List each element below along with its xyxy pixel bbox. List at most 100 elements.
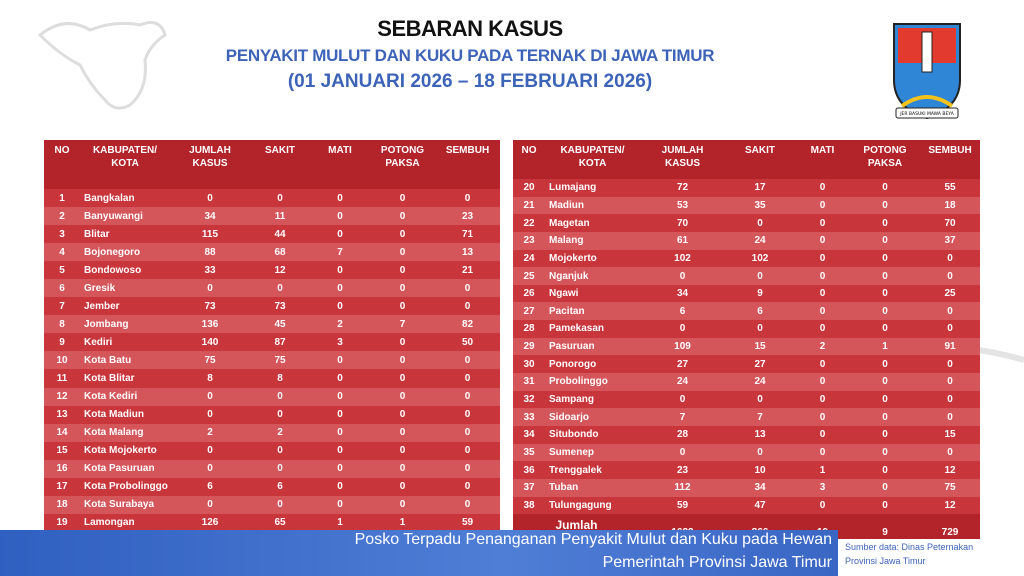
sick-cell: 35: [754, 199, 766, 211]
recovered-cell: 0: [464, 499, 471, 511]
culled-cell: 1: [399, 517, 406, 529]
recovered-cell: 0: [464, 427, 471, 439]
no-cell: 32: [523, 394, 535, 405]
sick-cell: 0: [277, 463, 283, 475]
table-row: 13 Kota Madiun 0 0 0 0 0: [44, 405, 500, 424]
header-cell: KABUPATEN/ KOTA: [92, 145, 158, 169]
region-cell: Pasuruan: [549, 341, 595, 353]
period: (01 JANUARI 2026 – 18 FEBRUARI 2026): [287, 71, 653, 92]
region-cell: Situbondo: [549, 429, 599, 441]
culled-cell: 0: [399, 463, 406, 475]
no-cell: 23: [523, 235, 535, 247]
table-row: 5 Bondowoso 33 12 0 0 21: [44, 261, 500, 280]
no-cell: 18: [56, 499, 68, 511]
no-cell: 28: [523, 323, 535, 335]
title: SEBARAN KASUS: [377, 16, 563, 41]
no-cell: 16: [56, 463, 68, 475]
cases-cell: 0: [207, 192, 213, 204]
cases-cell: 28: [676, 429, 689, 441]
sick-cell: 47: [754, 499, 766, 511]
total-cell: 729: [941, 527, 959, 539]
recovered-cell: 70: [944, 217, 956, 229]
region-cell: Jember: [84, 300, 120, 312]
cases-cell: 140: [201, 336, 219, 348]
no-cell: 25: [523, 270, 535, 282]
table-row: 34 Situbondo 28 13 0 0 15: [513, 425, 980, 444]
no-cell: 7: [59, 300, 65, 312]
cases-cell: 61: [676, 235, 689, 247]
cases-cell: 7: [679, 411, 686, 423]
cases-cell: 2: [207, 427, 213, 439]
table-row: 30 Ponorogo 27 27 0 0 0: [513, 355, 980, 374]
sick-cell: 11: [274, 210, 286, 222]
no-cell: 38: [523, 499, 535, 511]
cases-cell: 126: [201, 517, 219, 529]
recovered-cell: 50: [461, 336, 474, 348]
region-cell: Kota Pasuruan: [84, 463, 155, 475]
dead-cell: 0: [819, 270, 826, 282]
header-cell: SAKIT: [265, 145, 295, 156]
culled-cell: 0: [882, 446, 888, 458]
sick-cell: 34: [754, 482, 766, 494]
table-row: 20 Lumajang 72 17 0 0 55: [513, 179, 980, 197]
no-cell: 30: [523, 358, 535, 370]
table-row: 17 Kota Probolinggo 6 6 0 0 0: [44, 477, 500, 496]
header-cell: POTONG PAKSA: [863, 145, 907, 169]
sick-cell: 73: [274, 300, 286, 312]
table-row: 14 Kota Malang 2 2 0 0 0: [44, 423, 500, 442]
header-cell: POTONG PAKSA: [380, 145, 425, 169]
culled-cell: 0: [882, 288, 888, 300]
region-cell: Ngawi: [549, 288, 579, 300]
region-cell: Ponorogo: [549, 358, 597, 370]
dead-cell: 0: [819, 376, 826, 388]
sick-cell: 0: [277, 192, 283, 204]
cases-cell: 72: [676, 182, 689, 194]
dead-cell: 1: [337, 517, 343, 529]
sick-cell: 0: [277, 445, 283, 457]
cases-cell: 75: [204, 354, 216, 366]
region-cell: Malang: [549, 235, 584, 247]
table-row: 22 Magetan 70 0 0 0 70: [513, 214, 980, 232]
table-row: 26 Ngawi 34 9 0 0 25: [513, 284, 980, 303]
dead-cell: 0: [337, 427, 343, 439]
recovered-cell: 18: [944, 199, 956, 211]
cases-cell: 8: [207, 372, 213, 384]
table-row: 32 Sampang 0 0 0 0 0: [513, 390, 980, 409]
header-cell: NO: [521, 145, 537, 156]
region-cell: Kediri: [84, 336, 113, 348]
dead-cell: 0: [337, 228, 343, 240]
cases-cell: 0: [679, 394, 686, 405]
recovered-cell: 75: [944, 482, 956, 494]
recovered-cell: 0: [464, 391, 471, 403]
no-cell: 17: [56, 481, 68, 493]
cases-cell: 59: [676, 499, 689, 511]
recovered-cell: 0: [464, 354, 471, 366]
recovered-cell: 15: [944, 429, 956, 441]
region-cell: Kota Mojokerto: [84, 445, 157, 457]
cases-cell: 0: [207, 445, 213, 457]
header-cell: SEMBUH: [928, 145, 972, 156]
region-cell: Pamekasan: [549, 323, 605, 335]
region-cell: Kota Malang: [84, 427, 144, 439]
sick-cell: 2: [277, 427, 283, 439]
recovered-cell: 0: [464, 192, 471, 204]
table-row: 33 Sidoarjo 7 7 0 0 0: [513, 408, 980, 426]
table-row: 27 Pacitan 6 6 0 0 0: [513, 302, 980, 321]
cases-cell: 112: [674, 482, 691, 494]
culled-cell: 0: [399, 354, 406, 366]
table-right: NO KABUPATEN/ KOTA JUMLAH KASUS SAKIT MATI PO…: [513, 140, 980, 540]
recovered-cell: 0: [947, 270, 953, 282]
dead-cell: 0: [337, 445, 343, 457]
header-row: NO KABUPATEN/ KOTA JUMLAH KASUS SAKIT MATI PO…: [513, 140, 980, 179]
dead-cell: 0: [819, 429, 826, 441]
sick-cell: 15: [754, 341, 766, 353]
region-cell: Lumajang: [549, 182, 597, 194]
region-cell: Pacitan: [549, 305, 585, 317]
dead-cell: 0: [337, 210, 343, 222]
header-cell: SEMBUH: [445, 145, 490, 156]
cases-cell: 0: [207, 409, 213, 421]
dead-cell: 0: [337, 481, 343, 493]
dead-cell: 2: [819, 341, 826, 353]
recovered-cell: 0: [464, 372, 471, 384]
cases-cell: 53: [676, 199, 689, 211]
